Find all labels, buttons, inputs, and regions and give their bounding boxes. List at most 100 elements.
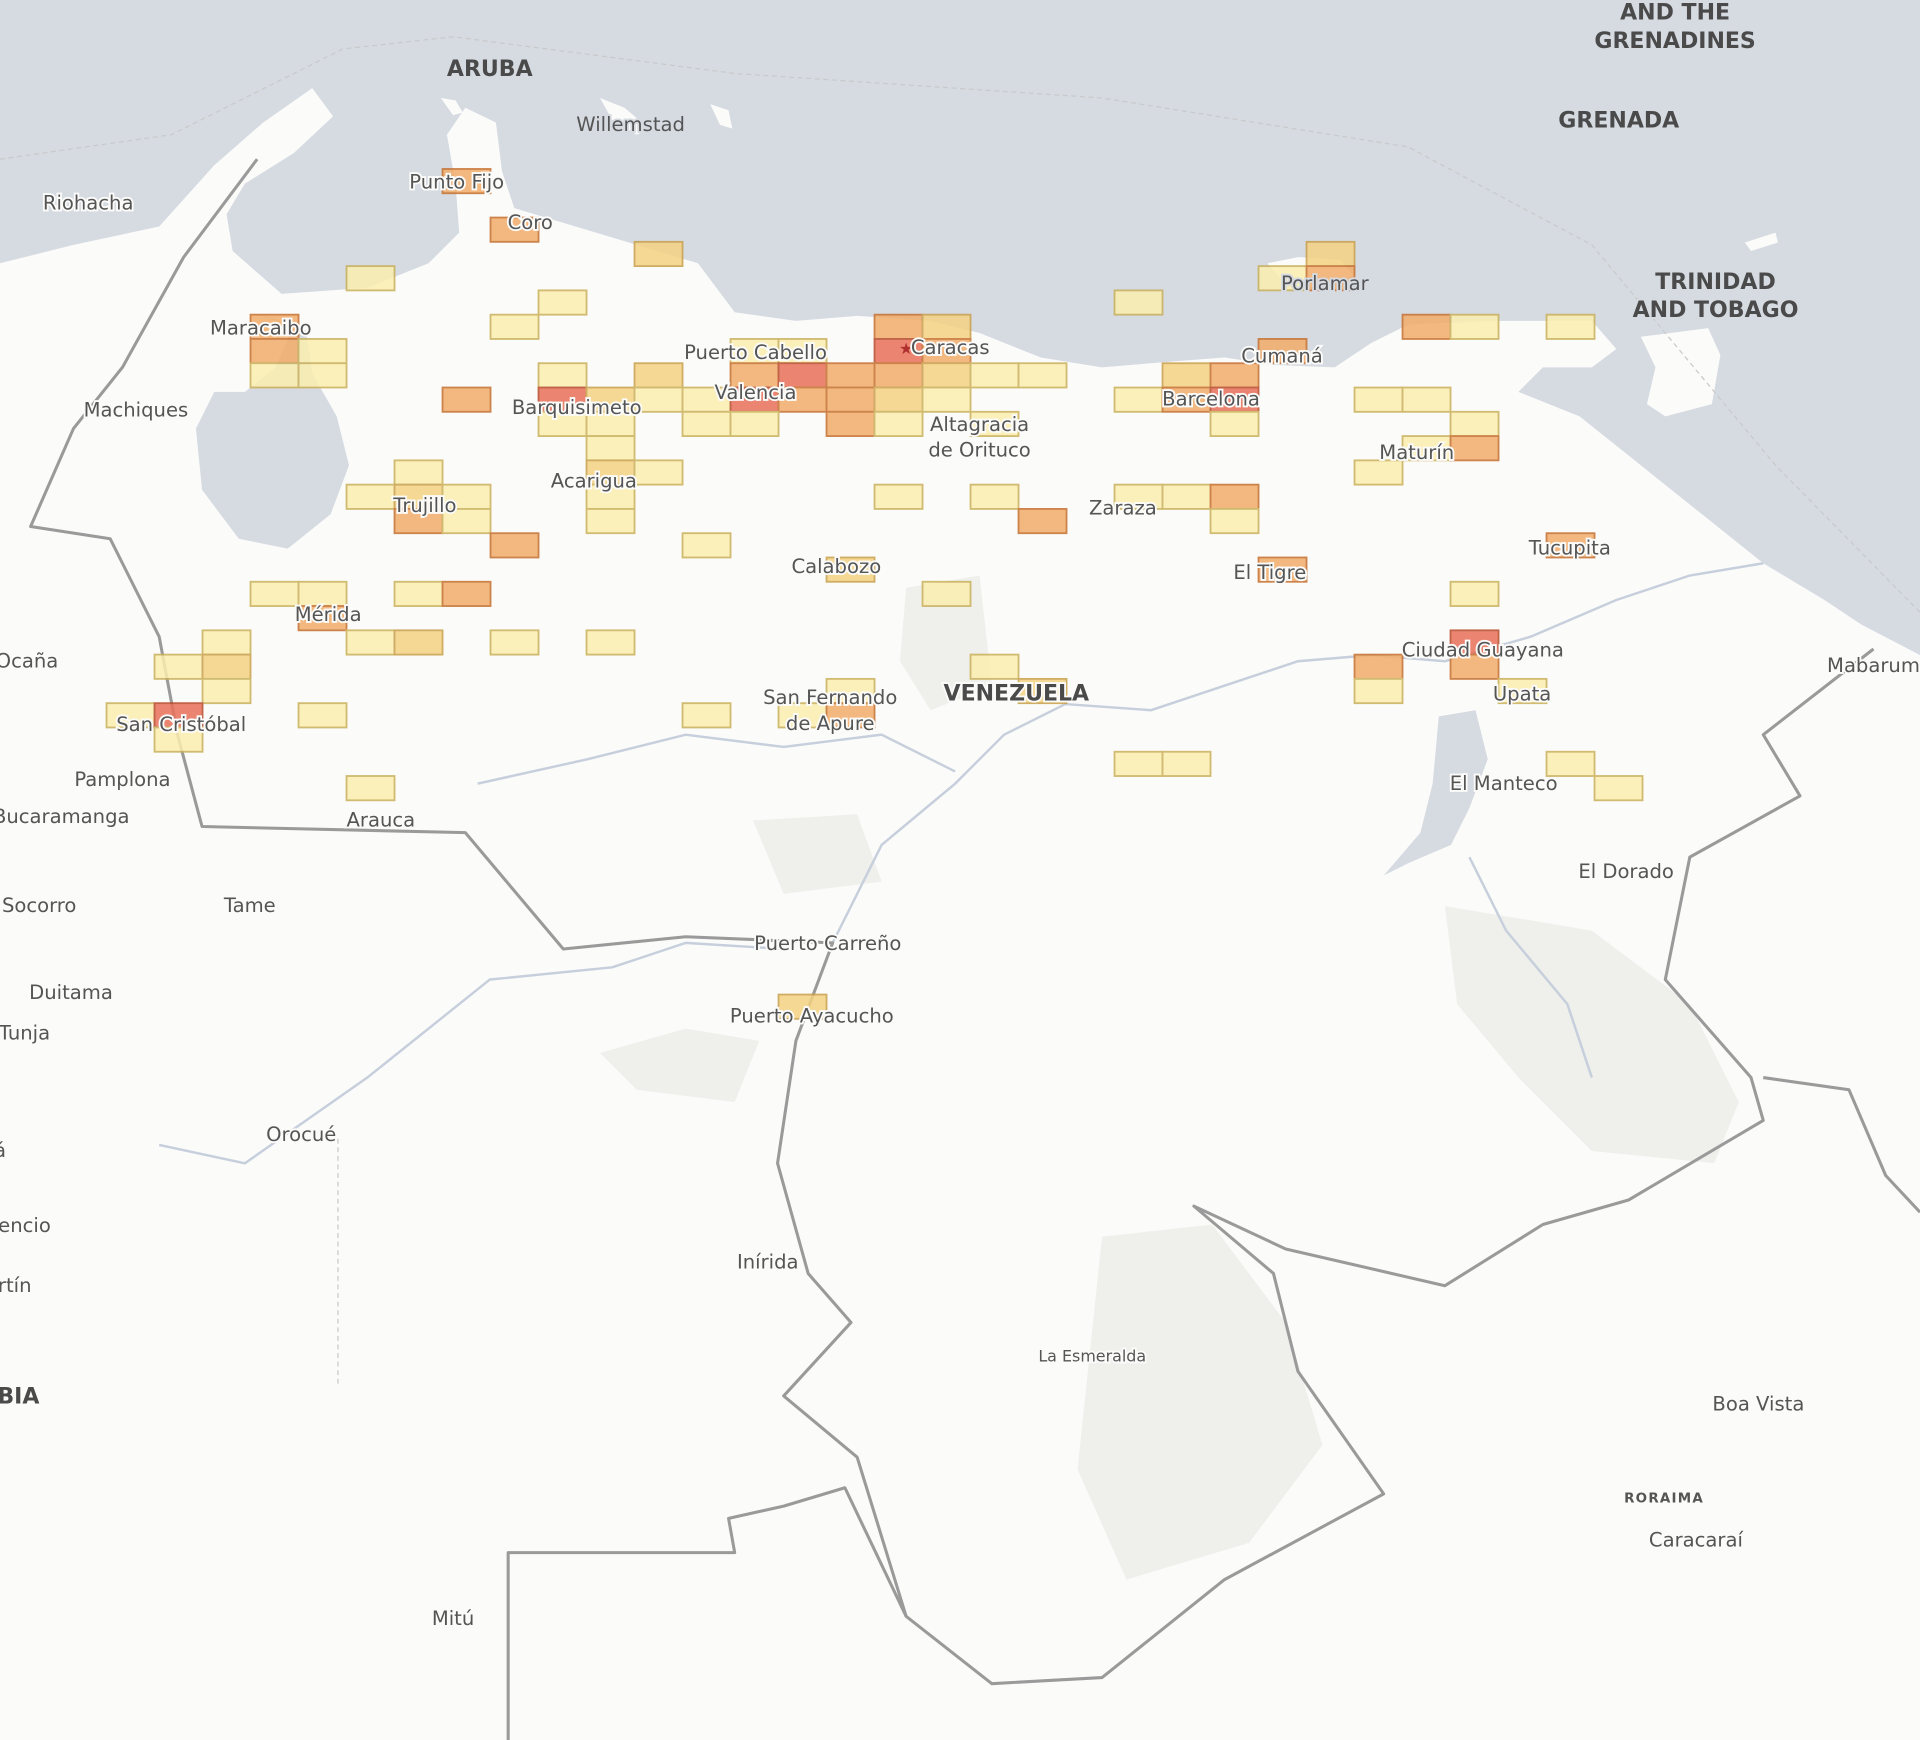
heatmap-cell[interactable] bbox=[393, 483, 444, 510]
heatmap-cell[interactable] bbox=[921, 386, 972, 413]
heatmap-cell[interactable] bbox=[1545, 532, 1596, 559]
heatmap-cell[interactable] bbox=[1497, 677, 1548, 705]
heatmap-cell[interactable] bbox=[969, 410, 1020, 437]
heatmap-cell[interactable] bbox=[585, 459, 636, 486]
heatmap-cell[interactable] bbox=[1209, 508, 1260, 535]
heatmap-cell[interactable] bbox=[489, 532, 540, 559]
heatmap-cell[interactable] bbox=[585, 629, 636, 656]
heatmap-cell[interactable] bbox=[1545, 313, 1596, 340]
heatmap-cell[interactable] bbox=[345, 265, 396, 292]
heatmap-cell[interactable] bbox=[1401, 313, 1452, 340]
heatmap-cell[interactable] bbox=[201, 677, 252, 705]
heatmap-cell[interactable] bbox=[1401, 435, 1452, 462]
heatmap-cell[interactable] bbox=[825, 677, 876, 705]
heatmap-cell[interactable] bbox=[921, 362, 972, 389]
heatmap-cell[interactable] bbox=[633, 459, 684, 486]
heatmap-cell[interactable] bbox=[777, 993, 828, 1020]
heatmap-cell[interactable] bbox=[393, 508, 444, 535]
heatmap-cell[interactable] bbox=[537, 289, 588, 316]
heatmap-cell[interactable] bbox=[873, 362, 924, 389]
heatmap-cell[interactable] bbox=[489, 216, 540, 243]
heatmap-cell[interactable] bbox=[873, 410, 924, 437]
heatmap-cell[interactable] bbox=[1449, 313, 1500, 340]
heatmap-cell[interactable] bbox=[1113, 483, 1164, 510]
heatmap-cell[interactable] bbox=[1545, 750, 1596, 777]
heatmap-cell[interactable] bbox=[873, 483, 924, 510]
heatmap-cell[interactable] bbox=[777, 338, 828, 365]
heatmap-cell[interactable] bbox=[1209, 362, 1260, 389]
heatmap-cell[interactable] bbox=[777, 702, 828, 729]
heatmap-cell[interactable] bbox=[297, 605, 348, 632]
heatmap-cell[interactable] bbox=[345, 483, 396, 510]
heatmap-cell[interactable] bbox=[1017, 508, 1068, 535]
heatmap-cell[interactable] bbox=[585, 410, 636, 437]
heatmap-cell[interactable] bbox=[297, 362, 348, 389]
heatmap-cell[interactable] bbox=[825, 702, 876, 729]
heatmap-cell[interactable] bbox=[1161, 362, 1212, 389]
heatmap-cell[interactable] bbox=[969, 483, 1020, 510]
heatmap-cell[interactable] bbox=[1449, 629, 1500, 656]
heatmap-cell[interactable] bbox=[201, 629, 252, 656]
heatmap-cell[interactable] bbox=[633, 386, 684, 413]
heatmap-cell[interactable] bbox=[1017, 362, 1068, 389]
heatmap-cell[interactable] bbox=[1257, 338, 1308, 365]
heatmap-cell[interactable] bbox=[1353, 386, 1404, 413]
heatmap-cell[interactable] bbox=[1353, 677, 1404, 705]
heatmap-cell[interactable] bbox=[441, 508, 492, 535]
heatmap-cell[interactable] bbox=[441, 168, 492, 195]
heatmap-cell[interactable] bbox=[249, 338, 300, 365]
heatmap-cell[interactable] bbox=[1113, 750, 1164, 777]
heatmap-cell[interactable] bbox=[681, 702, 732, 729]
heatmap-cell[interactable] bbox=[345, 629, 396, 656]
heatmap-cell[interactable] bbox=[1449, 410, 1500, 437]
heatmap-cell[interactable] bbox=[1209, 483, 1260, 510]
heatmap-cell[interactable] bbox=[1353, 459, 1404, 486]
heatmap-cell[interactable] bbox=[393, 459, 444, 486]
heatmap-cell[interactable] bbox=[1353, 653, 1404, 680]
heatmap-cell[interactable] bbox=[489, 313, 540, 340]
heatmap-cell[interactable] bbox=[537, 362, 588, 389]
heatmap-cell[interactable] bbox=[441, 483, 492, 510]
heatmap-cell[interactable] bbox=[825, 386, 876, 413]
heatmap-cell[interactable] bbox=[1401, 386, 1452, 413]
heatmap-cell[interactable] bbox=[249, 580, 300, 607]
heatmap-cell[interactable] bbox=[825, 410, 876, 437]
heatmap-cell[interactable] bbox=[441, 580, 492, 607]
heatmap-cell[interactable] bbox=[969, 653, 1020, 680]
heatmap-cell[interactable] bbox=[921, 338, 972, 365]
heatmap-cell[interactable] bbox=[1161, 483, 1212, 510]
heatmap-cell[interactable] bbox=[441, 386, 492, 413]
heatmap-cell[interactable] bbox=[681, 410, 732, 437]
heatmap-cell[interactable] bbox=[1593, 775, 1644, 802]
heatmap-cell[interactable] bbox=[633, 240, 684, 268]
heatmap-cell[interactable] bbox=[873, 313, 924, 340]
heatmap-cell[interactable] bbox=[585, 483, 636, 510]
heatmap-cell[interactable] bbox=[1209, 386, 1260, 413]
heatmap-cell[interactable] bbox=[1449, 653, 1500, 680]
heatmap-cell[interactable] bbox=[297, 580, 348, 607]
heatmap-cell[interactable] bbox=[393, 629, 444, 656]
heatmap-cell[interactable] bbox=[1305, 265, 1356, 292]
heatmap-cell[interactable] bbox=[153, 726, 204, 753]
heatmap-cell[interactable] bbox=[873, 386, 924, 413]
heatmap-cell[interactable] bbox=[297, 338, 348, 365]
heatmap-cell[interactable] bbox=[585, 508, 636, 535]
heatmap-cell[interactable] bbox=[201, 653, 252, 680]
heatmap-cell[interactable] bbox=[729, 410, 780, 437]
heatmap-cell[interactable] bbox=[921, 580, 972, 607]
heatmap-cell[interactable] bbox=[297, 702, 348, 729]
heatmap-cell[interactable] bbox=[249, 362, 300, 389]
heatmap-cell[interactable] bbox=[393, 580, 444, 607]
heatmap-cell[interactable] bbox=[969, 362, 1020, 389]
heatmap-cell[interactable] bbox=[633, 362, 684, 389]
heatmap-cell[interactable] bbox=[1449, 580, 1500, 607]
heatmap-cell[interactable] bbox=[777, 362, 828, 389]
heatmap-cell[interactable] bbox=[1209, 410, 1260, 437]
heatmap-cell[interactable] bbox=[1113, 386, 1164, 413]
heatmap-cell[interactable] bbox=[489, 629, 540, 656]
heatmap-cell[interactable] bbox=[1449, 435, 1500, 462]
heatmap-cell[interactable] bbox=[153, 653, 204, 680]
heatmap-cell[interactable] bbox=[825, 556, 876, 583]
heatmap-cell[interactable] bbox=[825, 362, 876, 389]
